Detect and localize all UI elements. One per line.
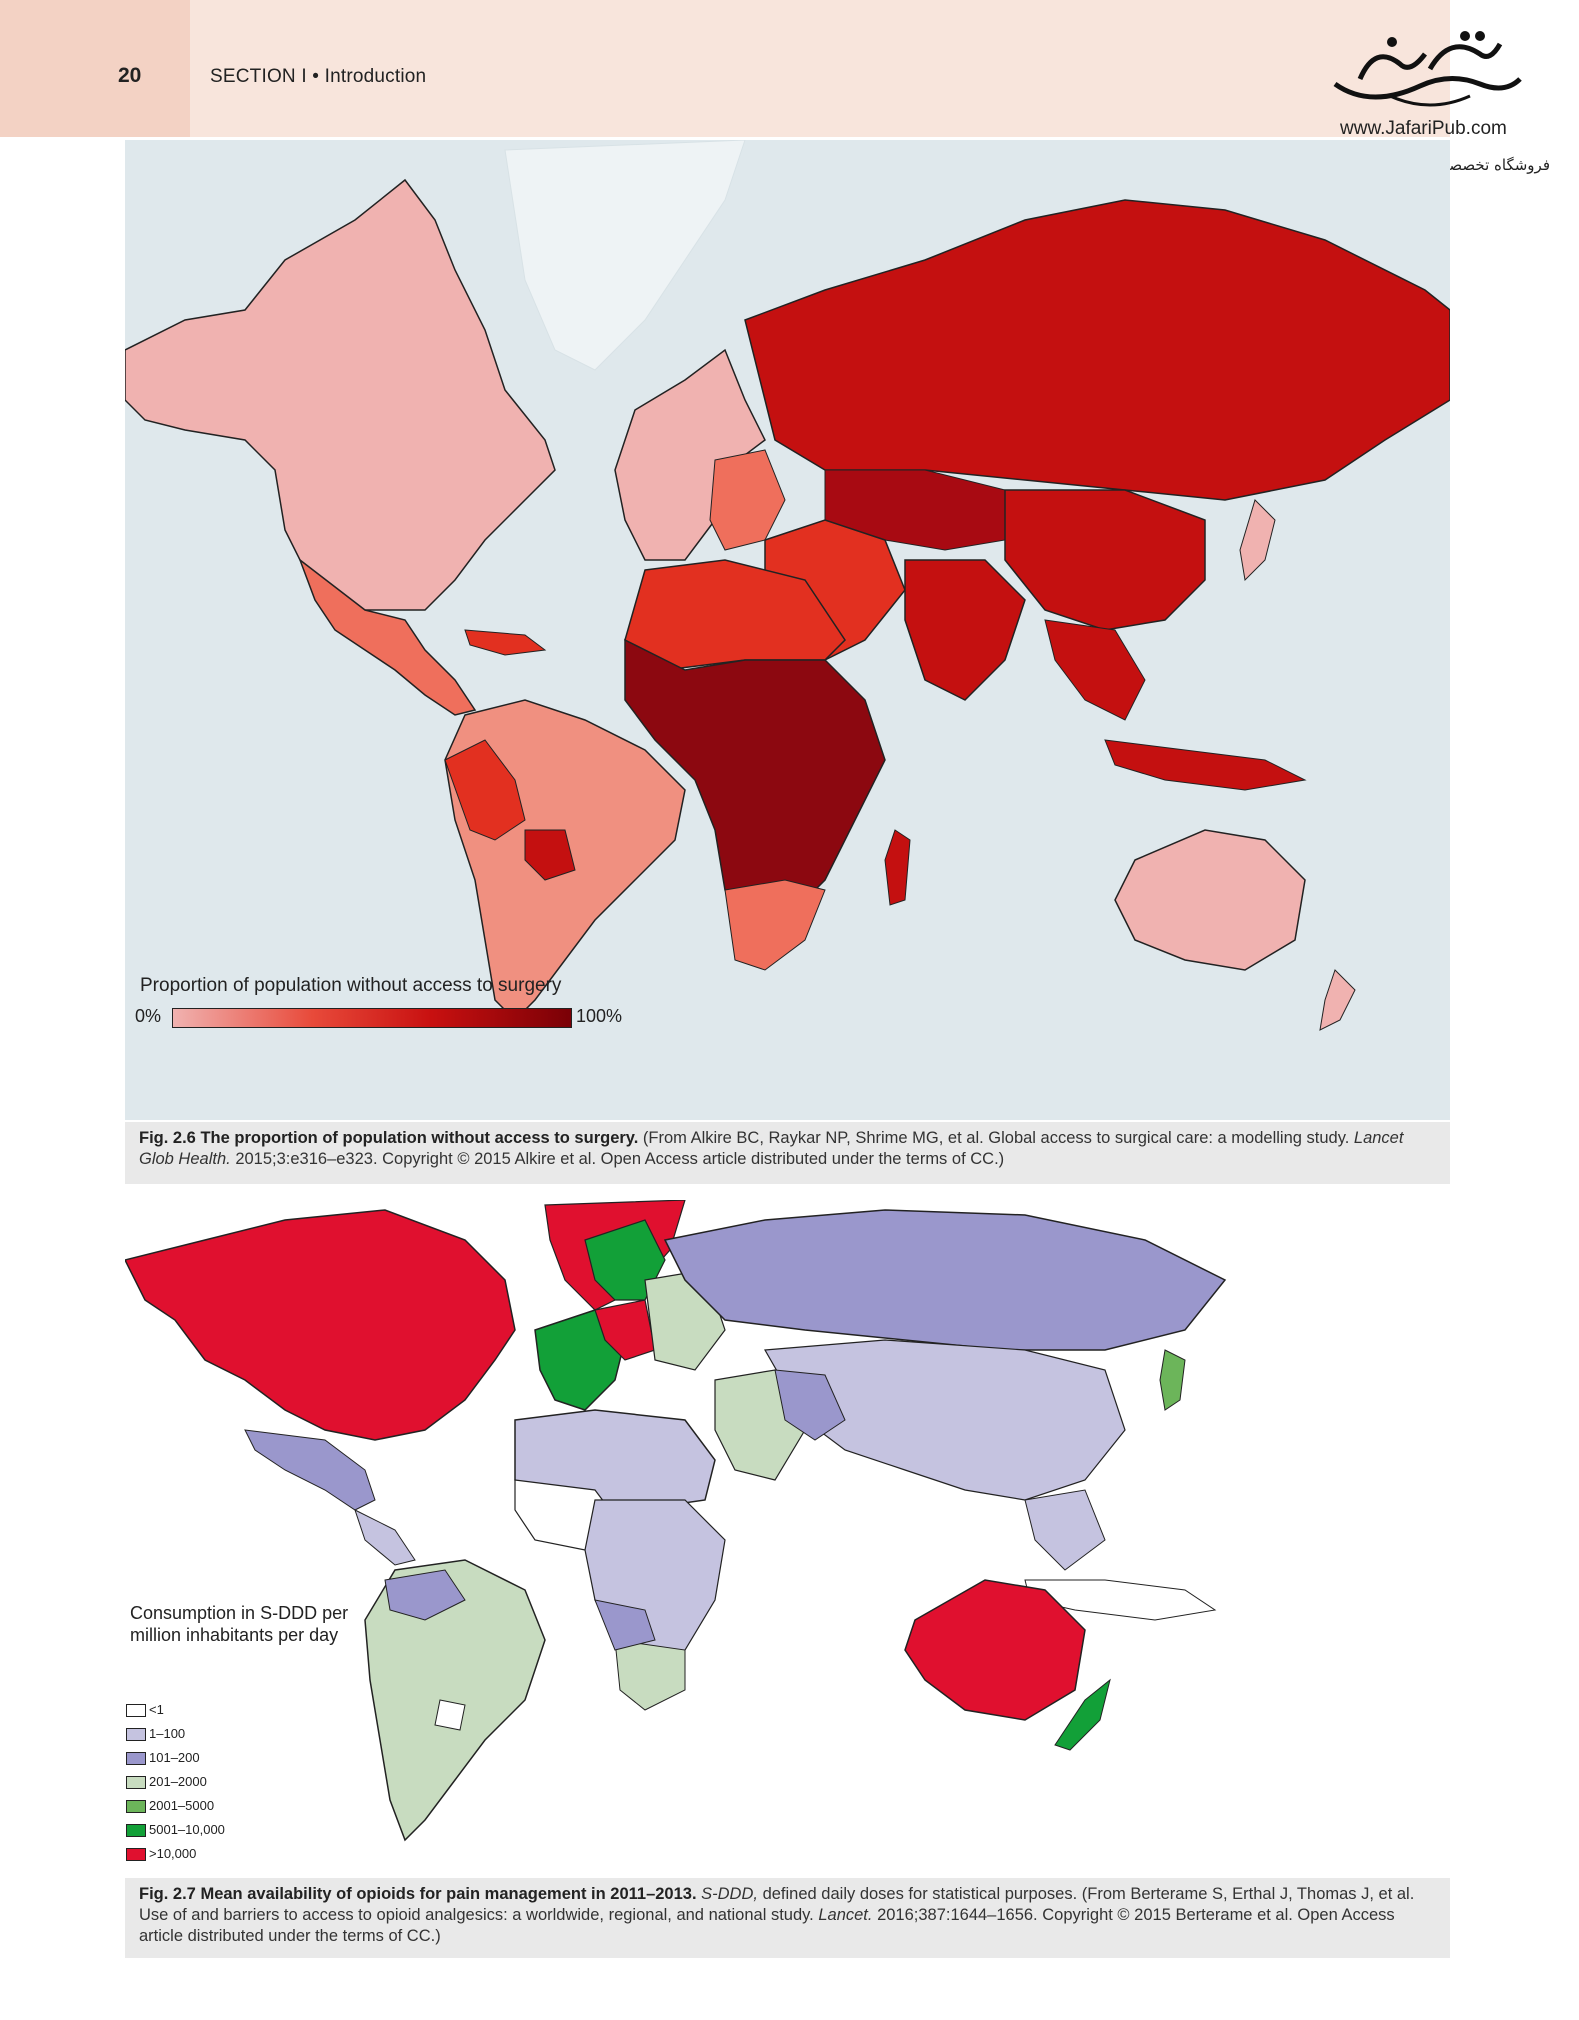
publisher-url: www.JafariPub.com — [1340, 118, 1507, 139]
world-map-opioid-availability — [125, 1200, 1450, 1872]
header-band — [0, 0, 1450, 137]
legend-item: 1–100 — [126, 1726, 185, 1742]
legend-gradient-bar — [172, 1008, 572, 1028]
caption-journal: Lancet Glob Health. — [139, 1129, 1404, 1168]
caption-title: Mean availability of opioids for pain ma… — [200, 1885, 697, 1903]
legend-item: <1 — [126, 1702, 164, 1718]
legend-item: 2001–5000 — [126, 1798, 214, 1814]
legend-item-label: 101–200 — [149, 1750, 200, 1765]
southeast-asia — [1024, 1489, 1106, 1571]
indonesia — [1104, 739, 1307, 791]
page-number: 20 — [118, 64, 142, 87]
legend-swatch — [126, 1800, 146, 1814]
greenland — [504, 140, 746, 371]
southeast-asia — [1044, 619, 1146, 721]
caption-copyright: 2016;387:1644–1656. Copyright © 2015 Ber… — [139, 1906, 1395, 1945]
australia — [1114, 829, 1306, 971]
caption-definition: defined daily doses for statistical purp… — [762, 1885, 1078, 1903]
central-america — [298, 557, 477, 716]
paraguay — [434, 1699, 466, 1731]
north-america — [125, 1209, 516, 1441]
legend-item: >10,000 — [126, 1846, 196, 1862]
australia — [904, 1579, 1086, 1721]
figure-caption: Fig. 2.6 The proportion of population wi… — [125, 1122, 1450, 1184]
central-america — [354, 1509, 416, 1566]
legend-item-label: 201–2000 — [149, 1774, 207, 1789]
northern-south-america — [384, 1569, 466, 1621]
japan — [1239, 499, 1276, 582]
south-america — [364, 1559, 546, 1842]
legend-title: Consumption in S-DDD per million inhabit… — [130, 1603, 349, 1645]
running-head: SECTION I • Introduction — [210, 66, 427, 87]
legend-swatch — [126, 1824, 146, 1838]
legend-item: 101–200 — [126, 1750, 200, 1766]
caption-journal: Lancet. — [818, 1906, 873, 1924]
china — [1004, 489, 1206, 631]
legend-swatch — [126, 1776, 146, 1790]
caption-abbreviation: S-DDD, — [701, 1885, 758, 1903]
legend-item: 5001–10,000 — [126, 1822, 225, 1838]
caption-copyright: 2015;3:e316–e323. Copyright © 2015 Alkir… — [235, 1150, 1005, 1168]
caption-source: (From Alkire BC, Raykar NP, Shrime MG, e… — [642, 1129, 1350, 1147]
figure-caption: Fig. 2.7 Mean availability of opioids fo… — [125, 1878, 1450, 1958]
legend-swatch — [126, 1752, 146, 1766]
southern-africa — [724, 879, 826, 971]
japan-korea — [1159, 1349, 1186, 1411]
south-asia — [904, 559, 1026, 701]
iran — [774, 1369, 846, 1441]
world-map-surgery-access — [125, 140, 1450, 1120]
russia — [663, 1209, 1227, 1351]
south-africa-region — [594, 1599, 656, 1651]
legend-max-label: 100% — [576, 1006, 623, 1026]
legend-title: Proportion of population without access … — [140, 975, 562, 996]
page-tab — [0, 0, 190, 137]
legend-swatch — [126, 1704, 146, 1718]
legend-item-label: <1 — [149, 1702, 164, 1717]
andean-region — [444, 739, 526, 841]
southern-africa — [614, 1639, 686, 1711]
jafari-calligraphy-logo — [1333, 31, 1522, 107]
legend-min-label: 0% — [135, 1006, 162, 1026]
legend-swatch — [126, 1848, 146, 1862]
north-america — [125, 178, 556, 611]
legend-item-label: 1–100 — [149, 1726, 186, 1741]
legend-item: 201–2000 — [126, 1774, 207, 1790]
caption-source: (From Berterame S, Erthal J, Thomas J, e… — [139, 1885, 1415, 1924]
bolivia — [524, 829, 576, 881]
caption-label: Fig. 2.7 — [139, 1885, 196, 1903]
madagascar — [884, 829, 911, 906]
caption-title: The proportion of population without acc… — [200, 1129, 639, 1147]
legend-item-label: >10,000 — [149, 1846, 197, 1861]
central-europe — [594, 1299, 656, 1361]
legend-swatch — [126, 1728, 146, 1742]
new-zealand — [1319, 969, 1356, 1031]
legend-item-label: 2001–5000 — [149, 1798, 215, 1813]
new-zealand — [1054, 1678, 1111, 1751]
caption-label: Fig. 2.6 — [139, 1129, 196, 1147]
caribbean — [464, 629, 547, 656]
legend-item-label: 5001–10,000 — [149, 1822, 225, 1837]
asia-mainland — [764, 1339, 1126, 1501]
